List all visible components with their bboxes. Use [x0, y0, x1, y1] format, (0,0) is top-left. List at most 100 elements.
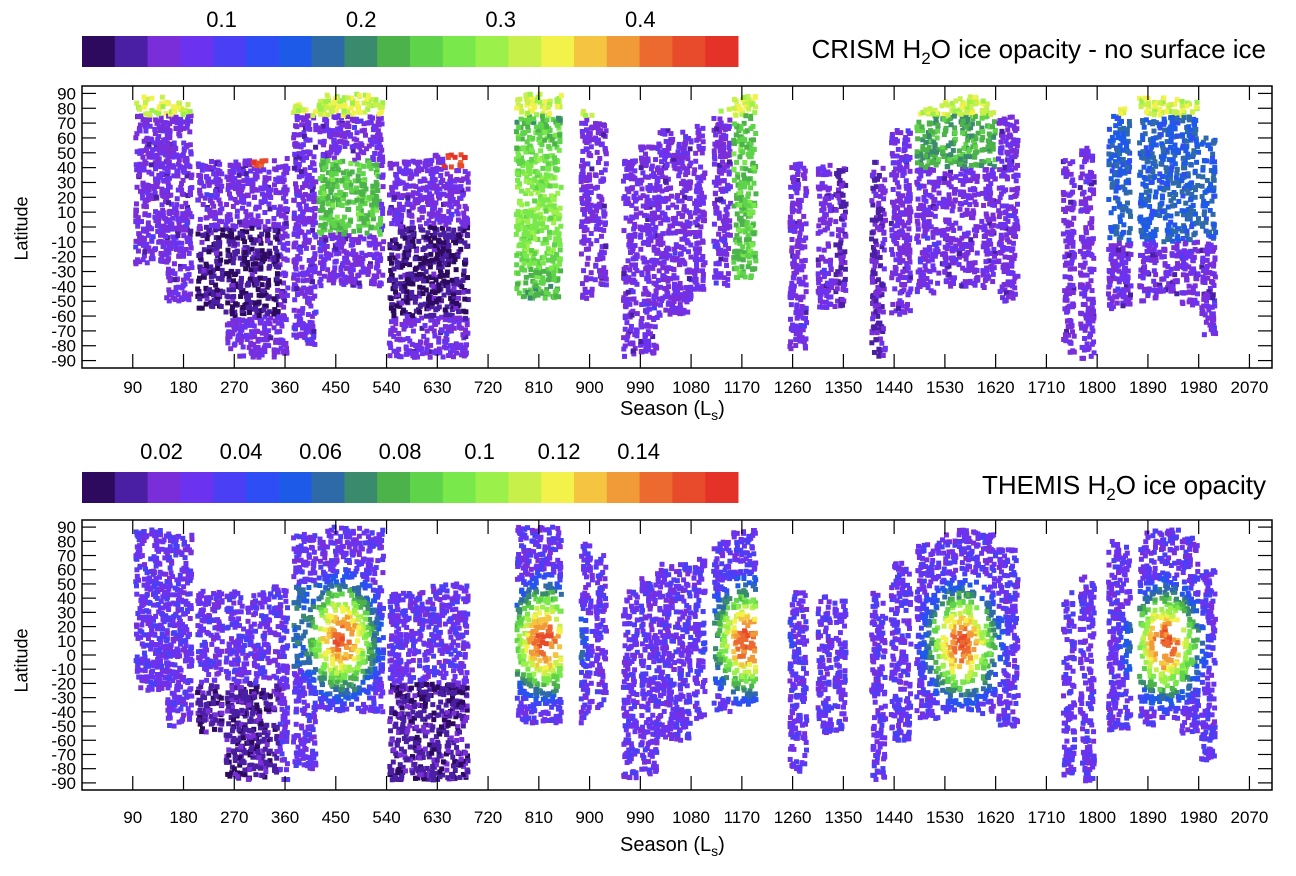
- data-point: [701, 286, 707, 292]
- data-point: [153, 209, 159, 215]
- data-point: [215, 167, 221, 173]
- data-point: [461, 353, 467, 359]
- data-point: [552, 215, 558, 221]
- data-point: [326, 217, 332, 223]
- data-point: [304, 289, 310, 295]
- data-point: [363, 146, 369, 152]
- data-point: [370, 157, 376, 163]
- data-point: [407, 234, 413, 240]
- data-point: [445, 261, 451, 267]
- data-point: [535, 127, 541, 133]
- data-point: [406, 226, 412, 232]
- data-point: [210, 289, 216, 295]
- data-point: [666, 265, 672, 271]
- data-point: [345, 95, 351, 101]
- data-point: [726, 140, 732, 146]
- data-point: [695, 174, 701, 180]
- data-point: [291, 272, 297, 278]
- data-point: [667, 253, 673, 259]
- data-point: [278, 254, 284, 260]
- data-point: [586, 131, 592, 137]
- data-point: [465, 171, 471, 177]
- data-point: [262, 210, 268, 216]
- data-point: [356, 167, 362, 173]
- data-point: [697, 214, 703, 220]
- data-point: [281, 314, 287, 320]
- data-point: [645, 242, 651, 248]
- data-point: [697, 246, 703, 252]
- data-point: [345, 130, 351, 136]
- data-point: [266, 282, 272, 288]
- data-point: [603, 243, 609, 249]
- data-point: [717, 129, 723, 135]
- data-point: [174, 240, 180, 246]
- data-point: [146, 154, 152, 160]
- data-point: [462, 169, 468, 175]
- data-point: [638, 246, 644, 252]
- data-point: [201, 232, 207, 238]
- data-point: [440, 159, 446, 165]
- data-point: [156, 140, 162, 146]
- data-point: [309, 341, 315, 347]
- data-point: [624, 320, 630, 326]
- data-point: [465, 297, 471, 303]
- data-point: [144, 228, 150, 234]
- data-point: [551, 220, 557, 226]
- data-point: [323, 237, 329, 243]
- data-point: [312, 265, 318, 271]
- data-point: [317, 279, 323, 285]
- data-point: [379, 121, 385, 127]
- data-point: [410, 328, 416, 334]
- data-point: [448, 216, 454, 222]
- data-point: [201, 267, 207, 273]
- data-point: [697, 229, 703, 235]
- data-point: [447, 234, 453, 240]
- data-point: [312, 232, 318, 238]
- colorbar-swatch: [672, 36, 706, 67]
- data-point: [419, 315, 425, 321]
- data-point: [638, 180, 644, 186]
- data-point: [654, 175, 660, 181]
- data-point: [254, 309, 260, 315]
- data-point: [226, 238, 232, 244]
- data-point: [514, 119, 520, 125]
- colorbar-swatch: [278, 36, 313, 67]
- data-point: [363, 92, 369, 98]
- data-point: [337, 114, 343, 120]
- data-point: [646, 278, 652, 284]
- data-point: [274, 236, 280, 242]
- data-point: [219, 272, 225, 278]
- data-point: [352, 124, 358, 130]
- data-point: [413, 265, 419, 271]
- data-point: [678, 244, 684, 250]
- data-point: [177, 266, 183, 272]
- data-point: [376, 122, 382, 128]
- data-point: [520, 163, 526, 169]
- data-point: [403, 344, 409, 350]
- data-point: [599, 244, 605, 250]
- data-point: [292, 297, 298, 303]
- data-point: [246, 249, 252, 255]
- data-point: [625, 333, 631, 339]
- data-point: [267, 256, 273, 262]
- data-point: [177, 253, 183, 259]
- data-point: [726, 106, 732, 112]
- data-point: [725, 204, 731, 210]
- data-point: [244, 229, 250, 235]
- data-point: [588, 276, 594, 282]
- data-point: [248, 340, 254, 346]
- data-point: [393, 173, 399, 179]
- data-point: [714, 197, 720, 203]
- data-point: [626, 313, 632, 319]
- data-point: [344, 176, 350, 182]
- data-point: [300, 210, 306, 216]
- data-point: [167, 164, 173, 170]
- data-point: [638, 195, 644, 201]
- data-point: [247, 158, 253, 164]
- data-point: [227, 227, 233, 233]
- data-point: [621, 335, 627, 341]
- data-point: [401, 168, 407, 174]
- data-point: [603, 151, 609, 157]
- data-point: [180, 168, 186, 174]
- data-point: [534, 98, 540, 104]
